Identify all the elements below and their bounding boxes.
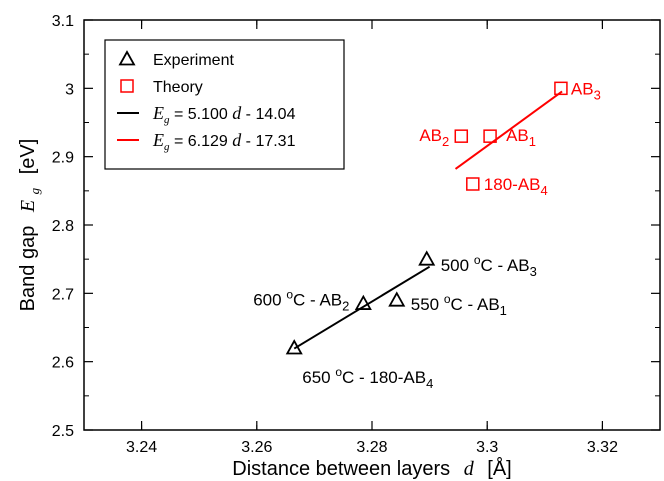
annotation-4: AB2 xyxy=(419,126,449,149)
annotation-5: AB1 xyxy=(506,126,536,149)
y-tick-label: 2.9 xyxy=(52,150,74,167)
annotation-6: 180-AB4 xyxy=(484,175,548,198)
annotation-subscript: 2 xyxy=(442,134,449,149)
legend-box xyxy=(104,39,345,170)
annotation-0: 500 oC - AB3 xyxy=(441,253,537,279)
legend-triangle-icon xyxy=(118,50,136,66)
legend-equation-part: = 6.129 xyxy=(170,133,233,150)
legend-square-icon xyxy=(120,79,134,93)
x-tick-label: 3.26 xyxy=(241,439,272,456)
annotation-7: AB3 xyxy=(571,79,601,102)
legend-equation-part: - 17.31 xyxy=(241,133,295,150)
x-axis-title: Distance between layers d [Å] xyxy=(232,457,511,480)
legend-subscript: g xyxy=(164,141,170,153)
experiment-point-2 xyxy=(388,291,406,307)
legend-symbol: E xyxy=(152,130,164,150)
annotation-main: C - AB xyxy=(451,295,500,314)
x-tick-label: 3.24 xyxy=(126,439,157,456)
legend-equation-part: - 14.04 xyxy=(241,106,295,123)
annotation-main: AB xyxy=(571,79,594,98)
experiment-point-1 xyxy=(354,294,372,310)
annotation-prefix: 500 xyxy=(441,256,474,275)
annotation-subscript: 4 xyxy=(426,376,433,391)
x-tick-label: 3.32 xyxy=(587,439,618,456)
annotation-prefix: 600 xyxy=(253,291,286,310)
annotation-subscript: 4 xyxy=(541,183,548,198)
legend-equation-part: = 5.100 xyxy=(170,106,233,123)
theory-point-0 xyxy=(454,129,469,143)
annotation-prefix: 550 xyxy=(411,295,444,314)
x-tick-label: 3.28 xyxy=(356,439,387,456)
legend-entry-0: Experiment xyxy=(153,52,234,69)
legend-variable: d xyxy=(232,130,242,150)
y-axis-title: Band gap E g [eV] xyxy=(17,139,44,312)
annotation-main: C - 180-AB xyxy=(342,368,426,387)
theory-point-2 xyxy=(466,177,480,191)
annotation-main: C - AB xyxy=(481,256,530,275)
y-axis-title-text: Band gap xyxy=(17,226,39,312)
annotation-subscript: 1 xyxy=(500,303,507,318)
y-axis-title-symbol: E xyxy=(17,200,39,213)
y-axis-title-subscript: g xyxy=(27,187,42,194)
y-tick-label: 2.7 xyxy=(52,286,74,303)
annotation-subscript: 3 xyxy=(594,87,601,102)
y-tick-label: 3 xyxy=(65,81,74,98)
theory-point-1 xyxy=(483,129,497,143)
data-markers xyxy=(285,81,568,355)
annotation-2: 550 oC - AB1 xyxy=(411,292,507,318)
annotation-main: C - AB xyxy=(293,291,342,310)
theory-point-3 xyxy=(554,81,568,96)
annotation-degree: o xyxy=(335,365,342,379)
annotation-main: AB xyxy=(419,126,442,145)
annotation-main: AB xyxy=(506,126,529,145)
fit-line-1 xyxy=(454,90,563,170)
x-axis-title-symbol: d xyxy=(464,458,475,480)
annotation-degree: o xyxy=(474,253,481,267)
legend-entry-3: Eg = 6.129 d - 17.31 xyxy=(152,130,296,153)
y-tick-label: 2.6 xyxy=(52,355,74,372)
y-tick-label: 2.5 xyxy=(52,423,74,440)
annotation-degree: o xyxy=(444,292,451,306)
legend-subscript: g xyxy=(164,114,170,126)
y-axis-title-unit: [eV] xyxy=(17,139,39,175)
legend-variable: d xyxy=(232,103,242,123)
x-axis-title-unit: [Å] xyxy=(487,457,511,480)
annotation-subscript: 3 xyxy=(530,264,537,279)
annotation-prefix: 650 xyxy=(302,368,335,387)
annotation-1: 600 oC - AB2 xyxy=(253,288,349,314)
experiment-point-3 xyxy=(418,250,436,266)
y-tick-label: 3.1 xyxy=(52,13,74,30)
x-axis-title-text: Distance between layers xyxy=(232,458,450,480)
experiment-point-0 xyxy=(285,339,303,355)
annotation-subscript: 1 xyxy=(529,134,536,149)
annotation-3: 650 oC - 180-AB4 xyxy=(302,365,433,391)
y-tick-label: 2.8 xyxy=(52,218,74,235)
axis-ticks: 3.24 3.26 3.28 3.3 3.32 2.5 2.6 2.7 2.8 2.9 3 3.1 xyxy=(52,13,660,456)
x-tick-label: 3.3 xyxy=(476,439,498,456)
fit-lines xyxy=(293,90,563,350)
annotation-main: 180-AB xyxy=(484,175,541,194)
legend-symbol: E xyxy=(152,103,164,123)
annotation-degree: o xyxy=(286,288,293,302)
fit-line-0 xyxy=(293,265,431,350)
legend-entry-2: Eg = 5.100 d - 14.04 xyxy=(152,103,296,126)
annotation-subscript: 2 xyxy=(342,299,349,314)
legend-entry-1: Theory xyxy=(153,79,203,96)
